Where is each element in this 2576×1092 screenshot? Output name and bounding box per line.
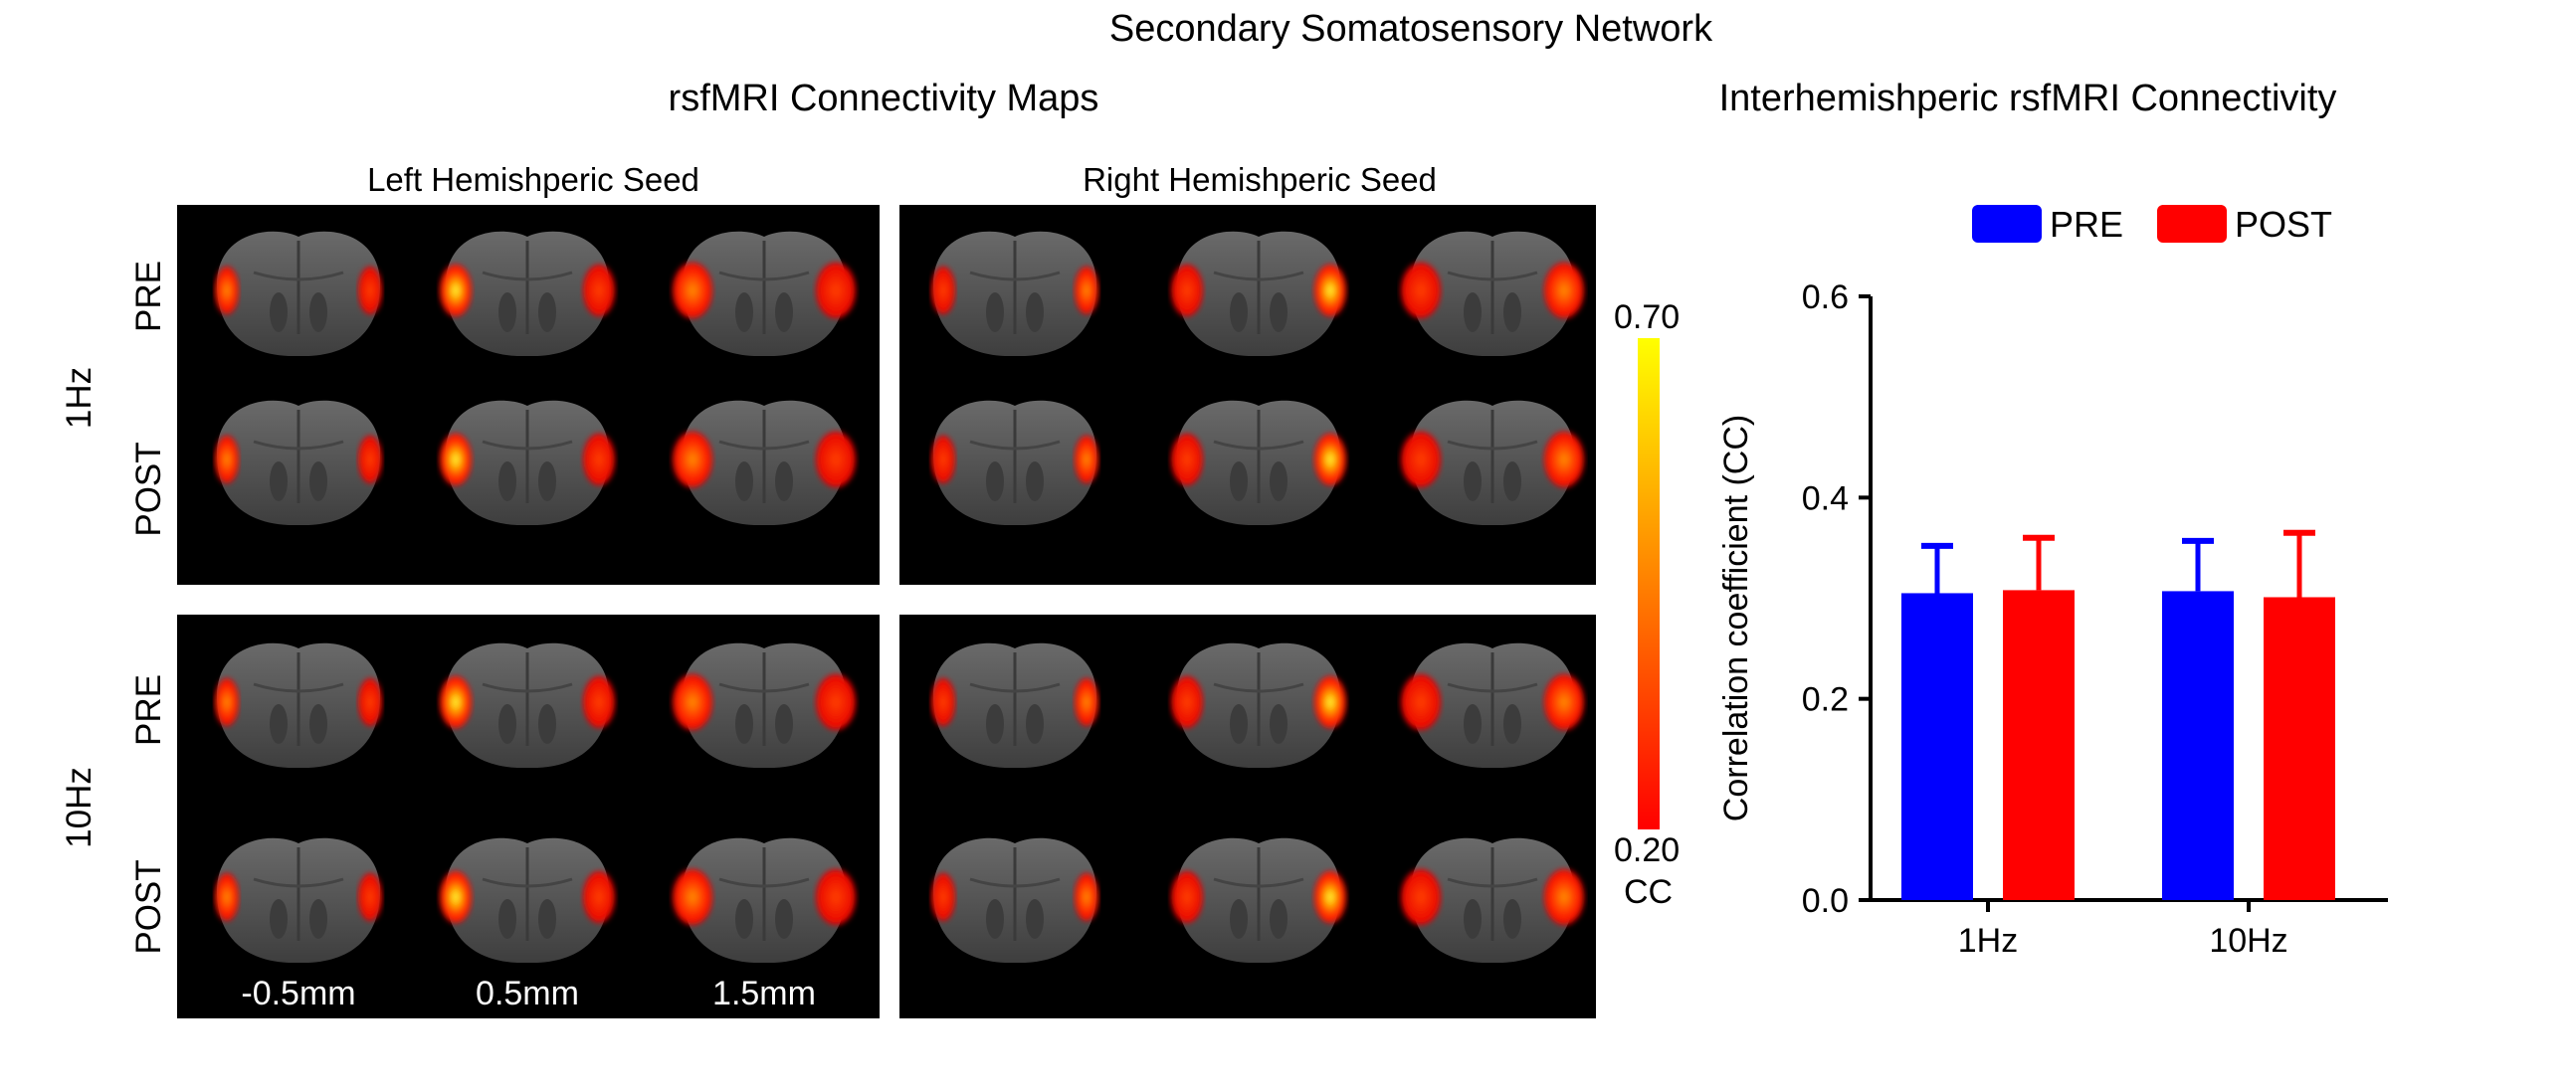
brain-slice xyxy=(215,231,382,356)
brain-slice xyxy=(440,400,615,525)
slice-label-1: 0.5mm xyxy=(476,975,579,1012)
brain-slice xyxy=(1401,231,1584,356)
brain-slice xyxy=(673,400,856,525)
brain-slice xyxy=(440,231,615,356)
brain-slice xyxy=(1171,642,1346,768)
brain-slice xyxy=(931,400,1098,525)
y-tick-label: 0.6 xyxy=(1802,278,1849,316)
brain-slice xyxy=(1401,642,1584,768)
figure-title: Secondary Somatosensory Network xyxy=(1108,8,1713,50)
brain-slice xyxy=(215,837,382,963)
y-tick-label: 0.4 xyxy=(1802,479,1849,517)
legend-label-post: POST xyxy=(2235,204,2332,245)
brain-slice xyxy=(673,837,856,963)
brain-slice xyxy=(1171,837,1346,963)
chart-heading: Interhemishperic rsfMRI Connectivity xyxy=(1718,78,2337,119)
bar-post-1hz xyxy=(2003,590,2075,900)
brain-slice xyxy=(931,837,1098,963)
slice-label-2: 1.5mm xyxy=(712,975,816,1012)
y-tick-label: 0.0 xyxy=(1802,882,1849,920)
colorbar-min-label: 0.20 xyxy=(1614,831,1681,869)
legend-swatch-pre xyxy=(1972,205,2042,243)
bar-pre-10hz xyxy=(2162,591,2234,900)
brain-slice xyxy=(673,231,856,356)
brain-slice xyxy=(931,642,1098,768)
brain-slice xyxy=(673,642,856,768)
slice-label-0: -0.5mm xyxy=(241,975,355,1012)
x-tick-label: 10Hz xyxy=(2209,922,2287,960)
brain-slice xyxy=(1401,837,1584,963)
bar-post-10hz xyxy=(2264,597,2335,900)
brain-slice xyxy=(931,231,1098,356)
connectivity-maps: -0.5mm 0.5mm 1.5mm xyxy=(177,205,1660,1018)
brain-slice xyxy=(440,642,615,768)
y-tick-label: 0.2 xyxy=(1802,681,1849,719)
legend-label-pre: PRE xyxy=(2050,204,2123,245)
brain-slice xyxy=(215,400,382,525)
colorbar-unit-label: CC xyxy=(1624,873,1674,911)
brain-slice xyxy=(1171,400,1346,525)
bar-pre-1hz xyxy=(1901,593,1973,900)
seed-label-left: Left Hemishperic Seed xyxy=(367,161,699,198)
maps-heading: rsfMRI Connectivity Maps xyxy=(668,78,1099,119)
y-axis-label: Correlation coefficient (CC) xyxy=(1717,415,1755,821)
brain-slice xyxy=(1401,400,1584,525)
brain-slice xyxy=(1171,231,1346,356)
colorbar xyxy=(1638,338,1660,829)
brain-slice xyxy=(215,642,382,768)
seed-label-right: Right Hemishperic Seed xyxy=(1083,161,1437,198)
x-tick-label: 1Hz xyxy=(1958,922,2018,960)
brain-slice xyxy=(440,837,615,963)
legend-swatch-post xyxy=(2157,205,2227,243)
colorbar-max-label: 0.70 xyxy=(1614,298,1681,336)
